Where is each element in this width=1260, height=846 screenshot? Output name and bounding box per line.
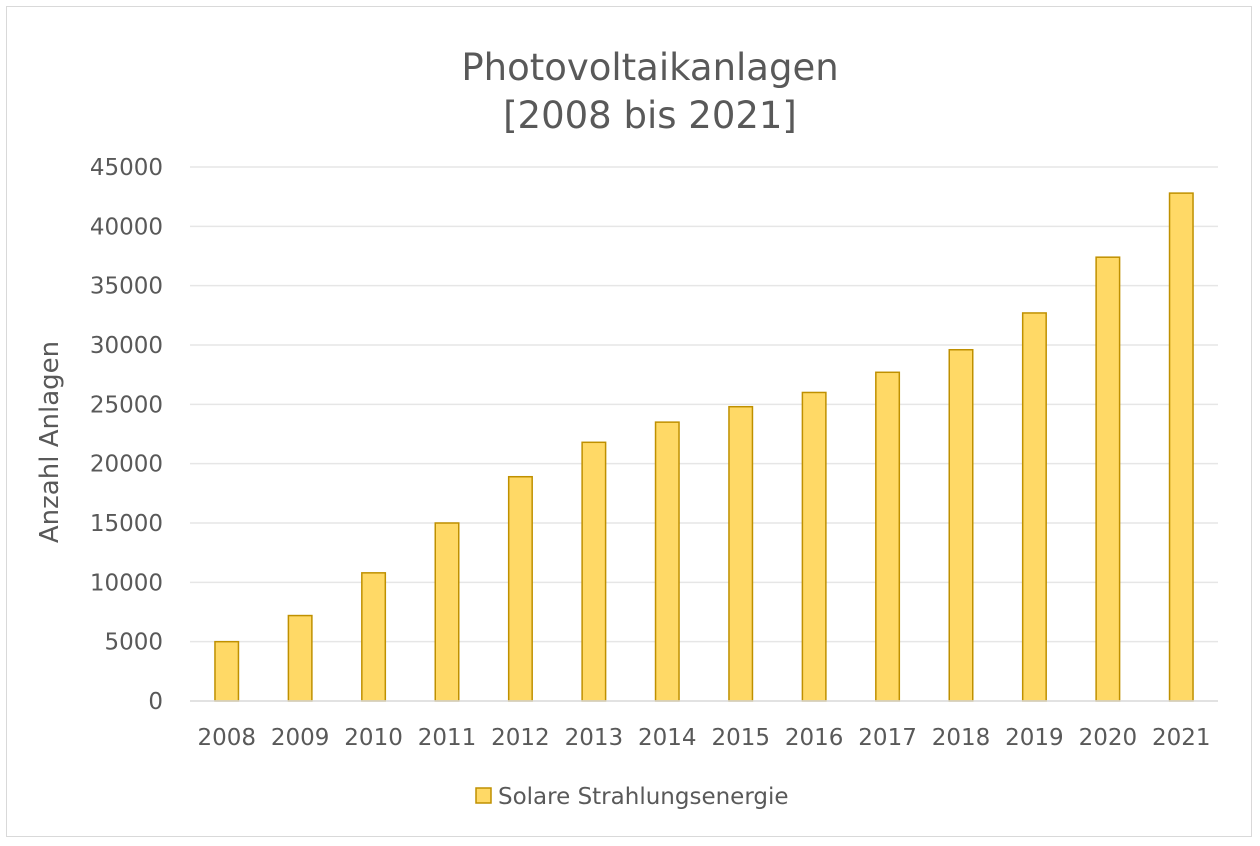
y-axis-ticks: 0 5000 10000 15000 20000 25000 30000 35000 40000… <box>90 155 163 715</box>
bar-2012 <box>507 475 533 702</box>
x-tick-label: 2014 <box>638 725 697 751</box>
bar-2018 <box>948 348 974 702</box>
legend-label: Solare Strahlungsenergie <box>498 784 789 810</box>
bar-2015 <box>728 405 754 702</box>
y-tick-label: 20000 <box>90 452 163 478</box>
x-tick-label: 2021 <box>1152 725 1211 751</box>
x-tick-label: 2011 <box>418 725 477 751</box>
y-tick-label: 25000 <box>90 392 163 418</box>
legend: Solare Strahlungsenergie <box>475 784 789 810</box>
y-tick-label: 45000 <box>90 155 163 181</box>
x-tick-label: 2009 <box>271 725 330 751</box>
bar-2020 <box>1095 256 1121 702</box>
y-axis-label: Anzahl Anlagen <box>35 341 65 543</box>
x-tick-label: 2013 <box>565 725 624 751</box>
bar-2009 <box>287 614 313 702</box>
legend-swatch <box>475 787 492 804</box>
y-tick-label: 5000 <box>104 630 163 656</box>
y-tick-label: 30000 <box>90 333 163 359</box>
y-tick-label: 10000 <box>90 570 163 596</box>
x-tick-label: 2012 <box>491 725 550 751</box>
bar-2014 <box>654 421 680 702</box>
y-tick-label: 35000 <box>90 274 163 300</box>
chart-title: Photovoltaikanlagen <box>461 46 838 89</box>
gridlines <box>190 166 1218 643</box>
x-tick-label: 2010 <box>344 725 403 751</box>
bar-2017 <box>875 371 901 702</box>
y-tick-label: 0 <box>148 689 163 715</box>
x-tick-label: 2020 <box>1079 725 1138 751</box>
bar-2011 <box>434 522 460 702</box>
y-tick-label: 15000 <box>90 511 163 537</box>
x-tick-label: 2016 <box>785 725 844 751</box>
bar-2010 <box>361 572 387 702</box>
bar-2019 <box>1021 312 1047 702</box>
bar-2008 <box>214 640 240 702</box>
bar-2013 <box>581 441 607 702</box>
bar-2021 <box>1168 192 1194 702</box>
bar-series <box>214 192 1194 702</box>
x-tick-label: 2018 <box>932 725 991 751</box>
y-tick-label: 40000 <box>90 214 163 240</box>
x-axis-ticks: 2008 2009 2010 2011 2012 2013 2014 2015 2016 2017… <box>197 725 1210 751</box>
x-tick-label: 2017 <box>858 725 917 751</box>
x-tick-label: 2019 <box>1005 725 1064 751</box>
x-tick-label: 2015 <box>711 725 770 751</box>
bar-2016 <box>801 391 827 702</box>
x-tick-label: 2008 <box>197 725 256 751</box>
chart-subtitle: [2008 bis 2021] <box>503 94 797 137</box>
